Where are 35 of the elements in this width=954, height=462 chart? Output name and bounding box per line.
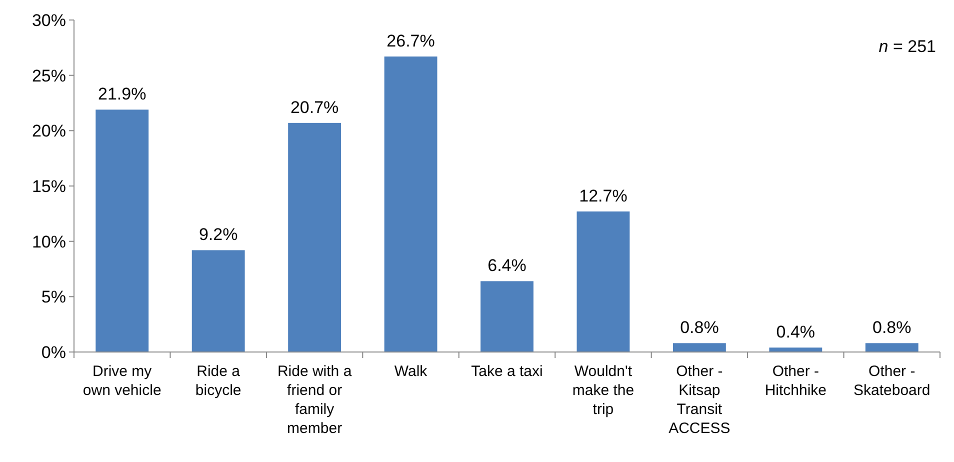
- x-tick-label: Other - Skateboard: [854, 363, 930, 399]
- data-label: 12.7%: [579, 186, 628, 206]
- y-tick-label: 0%: [41, 342, 66, 362]
- x-tick-label: Ride with a friend or family member: [277, 363, 352, 437]
- data-label: 26.7%: [386, 32, 435, 51]
- annotation: n = 251: [878, 37, 936, 56]
- bar: [96, 110, 149, 352]
- bar: [288, 122, 342, 352]
- y-tick-label: 30%: [32, 10, 66, 30]
- y-tick-label: 20%: [32, 122, 66, 141]
- y-tick-label: 25%: [32, 66, 66, 86]
- y-tick-label: 10%: [32, 232, 66, 252]
- data-label: 0.8%: [680, 318, 719, 338]
- x-tick-label: Walk: [394, 363, 428, 380]
- data-label: 21.9%: [98, 84, 146, 104]
- bar: [769, 348, 822, 352]
- y-tick-label: 5%: [41, 288, 66, 307]
- data-label: 6.4%: [488, 256, 526, 276]
- x-tick-label: Other - Hitchhike: [764, 363, 827, 399]
- data-label: 20.7%: [290, 98, 339, 117]
- data-label: 9.2%: [198, 225, 238, 244]
- bar: [576, 211, 630, 352]
- x-tick-label: Ride a bicycle: [195, 363, 242, 399]
- bar: [672, 343, 726, 352]
- y-tick-label: 15%: [32, 176, 66, 196]
- x-tick-label: Other - Kitsap Transit ACCESS: [668, 363, 730, 437]
- x-tick-label: Wouldn't make the trip: [572, 363, 634, 418]
- x-tick-label: Take a taxi: [471, 363, 543, 380]
- x-tick-label: Drive my own vehicle: [82, 363, 162, 399]
- bar: [192, 250, 245, 352]
- bar: [480, 281, 534, 352]
- data-label: 0.4%: [776, 322, 816, 342]
- bar: [865, 343, 918, 352]
- bar: [384, 56, 438, 352]
- data-label: 0.8%: [872, 318, 912, 338]
